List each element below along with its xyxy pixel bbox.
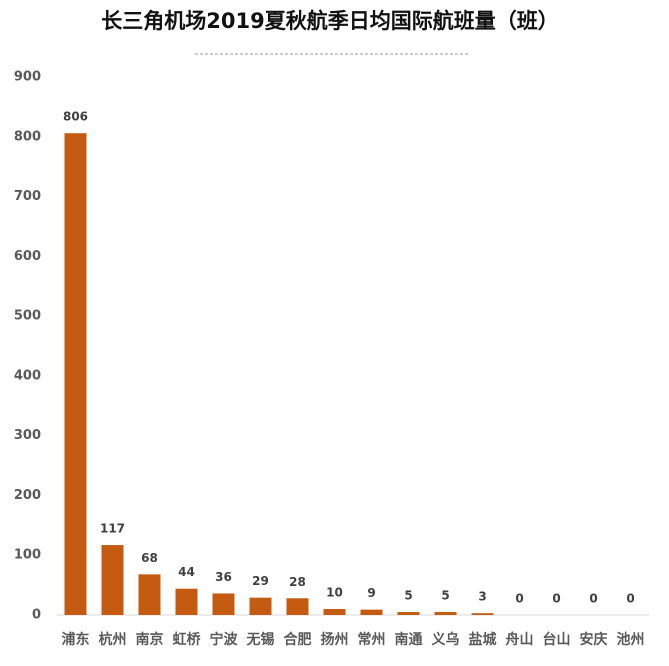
y-tick-label: 900 <box>14 70 41 85</box>
value-label: 0 <box>589 592 597 606</box>
x-tick-label: 虹桥 <box>173 631 202 648</box>
y-tick-label: 400 <box>14 368 41 383</box>
y-tick-label: 800 <box>14 129 41 144</box>
value-label: 68 <box>141 551 158 565</box>
x-tick-label: 浦东 <box>62 631 90 648</box>
bar <box>101 545 124 615</box>
value-label: 5 <box>441 589 449 603</box>
value-label: 29 <box>252 574 269 588</box>
x-tick-label: 扬州 <box>321 631 349 648</box>
value-label: 44 <box>178 565 195 579</box>
value-label: 10 <box>326 586 343 600</box>
bar <box>64 133 87 616</box>
y-tick-label: 700 <box>14 189 41 204</box>
value-label: 5 <box>404 589 412 603</box>
bar <box>175 588 198 615</box>
value-label: 28 <box>289 575 306 589</box>
bar <box>360 609 383 615</box>
x-tick-label: 盐城 <box>469 631 497 648</box>
value-label: 0 <box>515 592 523 606</box>
value-label: 9 <box>367 586 375 600</box>
y-tick-label: 300 <box>14 428 41 443</box>
bar <box>249 597 272 615</box>
x-tick-label: 南京 <box>136 631 164 648</box>
bar <box>286 598 309 615</box>
x-tick-label: 池州 <box>617 631 645 648</box>
y-tick-label: 500 <box>14 309 41 324</box>
x-tick-label: 台山 <box>543 631 571 648</box>
value-label: 0 <box>552 592 560 606</box>
value-label: 806 <box>63 110 88 124</box>
x-tick-label: 安庆 <box>580 631 608 648</box>
chart-title: 长三角机场2019夏秋航季日均国际航班量（班） <box>101 9 558 33</box>
x-tick-label: 义乌 <box>432 631 460 648</box>
value-label: 117 <box>100 522 125 536</box>
x-tick-label: 舟山 <box>506 631 534 648</box>
x-tick-label: 杭州 <box>99 631 127 648</box>
value-label: 36 <box>215 570 232 584</box>
x-tick-label: 常州 <box>358 631 386 648</box>
y-tick-label: 100 <box>14 548 41 563</box>
x-tick-label: 南通 <box>395 631 423 648</box>
value-label: 0 <box>626 592 634 606</box>
y-tick-label: 200 <box>14 488 41 503</box>
bar <box>323 609 346 615</box>
bar <box>138 574 161 615</box>
bar <box>212 593 235 615</box>
x-tick-label: 合肥 <box>284 631 312 648</box>
x-tick-label: 宁波 <box>210 631 239 648</box>
bar <box>397 612 420 615</box>
x-tick-label: 无锡 <box>246 631 275 648</box>
bar <box>434 612 457 615</box>
y-tick-label: 600 <box>14 249 41 264</box>
value-label: 3 <box>478 590 486 604</box>
bar <box>471 613 494 615</box>
y-tick-label: 0 <box>32 608 41 623</box>
